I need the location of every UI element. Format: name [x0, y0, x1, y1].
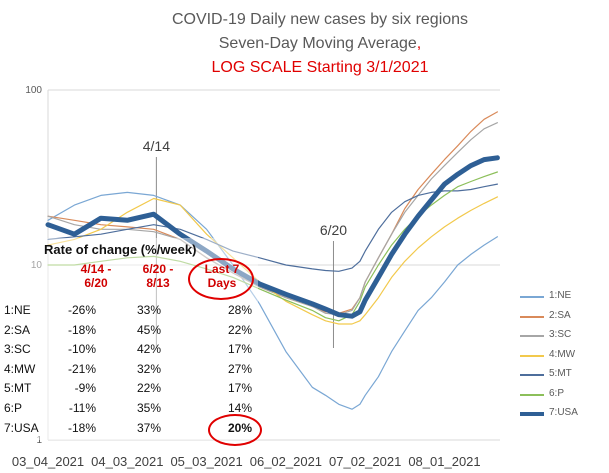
x-tick-label-3: 06_02_2021	[250, 454, 322, 469]
series-line-sa	[47, 111, 498, 314]
legend-item-p: 6:P	[520, 388, 608, 408]
rate-col-head-2: 6/20 - 8/13	[128, 262, 188, 290]
rate-cell-c2: 35%	[136, 401, 161, 415]
series-line-usa	[45, 155, 500, 319]
rate-cell-c2: 22%	[136, 381, 161, 396]
legend-item-mw: 4:MW	[520, 349, 608, 369]
usa-last-7-days-highlight-ring	[208, 414, 262, 446]
rate-cell-c1: -21%	[67, 361, 96, 376]
annotation-layer: 4/14 6/20	[143, 138, 348, 238]
legend-swatch-mt	[520, 374, 544, 376]
chart-title-line-2-suffix: ,	[416, 35, 422, 52]
rate-cell-c3: 14%	[227, 401, 252, 415]
rate-cell-c2: 33%	[136, 303, 161, 317]
y-tick-label-1: 1	[36, 435, 42, 446]
legend: 1:NE 2:SA 3:SC 4:MW 5:MT 6:P 7:USA	[520, 290, 608, 427]
annotation-label-0: 4/14	[143, 138, 170, 154]
y-tick-label-10: 10	[31, 260, 43, 271]
rate-row-label: 2:SA	[4, 322, 31, 337]
last-7-days-highlight-ring	[188, 258, 254, 300]
legend-swatch-usa	[520, 412, 544, 416]
rate-cell-c2: 32%	[136, 361, 161, 376]
x-tick-label-4: 07_02_2021	[329, 454, 401, 469]
legend-swatch-sc	[520, 335, 544, 337]
rate-cell-c1: -11%	[68, 401, 96, 415]
rate-cell-c1: -18%	[67, 420, 96, 435]
x-tick-label-0: 03_04_2021	[12, 454, 84, 469]
legend-label-p: 6:P	[549, 387, 565, 399]
legend-item-sa: 2:SA	[520, 310, 608, 330]
x-tick-label-2: 05_03_2021	[170, 454, 242, 469]
x-axis-ticks: 03_04_2021 04_03_2021 05_03_2021 06_02_2021…	[12, 454, 481, 469]
rate-cell-c2: 45%	[136, 322, 161, 337]
legend-label-ne: 1:NE	[549, 290, 572, 301]
rate-cell-c3: 17%	[227, 342, 252, 357]
legend-label-sa: 2:SA	[549, 309, 571, 321]
rate-table-title: Rate of change (%/week)	[44, 242, 197, 257]
chart-title-line-1: COVID-19 Daily new cases by six regions	[171, 11, 469, 28]
series-layer	[45, 111, 500, 410]
chart-title-line-2: Seven-Day Moving Average,	[120, 35, 520, 53]
legend-label-usa: 7:USA	[549, 407, 578, 418]
x-tick-label-5: 08_01_2021	[408, 454, 480, 469]
legend-swatch-mw	[520, 354, 544, 357]
legend-item-mt: 5:MT	[520, 368, 608, 388]
legend-item-sc: 3:SC	[520, 329, 608, 349]
rate-col-head-1-line2: 6/20	[84, 276, 108, 290]
rate-cell-c1: -10%	[67, 342, 96, 357]
rate-row-label: 7:USA	[4, 420, 39, 435]
rate-cell-c1: -26%	[67, 303, 96, 317]
rate-cell-c2: 42%	[136, 342, 161, 357]
legend-label-mt: 5:MT	[549, 368, 572, 379]
legend-label-sc: 3:SC	[549, 329, 572, 340]
rate-col-head-2-line1: 6/20 -	[142, 262, 174, 276]
series-line-sc	[47, 122, 498, 316]
legend-item-usa: 7:USA	[520, 407, 608, 427]
annotation-label-1: 6/20	[320, 222, 347, 238]
rate-cell-c1: -18%	[67, 322, 96, 337]
legend-item-ne: 1:NE	[520, 290, 608, 310]
legend-swatch-p	[520, 393, 544, 396]
x-tick-label-1: 04_03_2021	[91, 454, 163, 469]
rate-row-label: 3:SC	[4, 342, 31, 357]
rate-cell-c3: 22%	[227, 322, 252, 337]
legend-swatch-ne	[520, 296, 544, 298]
rate-row-label: 6:P	[4, 401, 23, 415]
rate-cell-c2: 37%	[136, 420, 161, 435]
rate-col-head-2-line2: 8/13	[146, 276, 170, 290]
y-tick-label-100: 100	[25, 85, 42, 96]
rate-col-head-1: 4/14 - 6/20	[66, 262, 126, 290]
rate-row-label: 4:MW	[4, 361, 36, 376]
series-line-mw	[47, 196, 498, 325]
rate-cell-c1: -9%	[74, 381, 96, 396]
series-line-mt	[47, 183, 498, 272]
rate-cell-c3: 27%	[227, 361, 252, 376]
rate-col-head-1-line1: 4/14 -	[80, 262, 112, 276]
chart-title-line-3: LOG SCALE Starting 3/1/2021	[211, 59, 429, 76]
y-axis-ticks: 100 10 1	[25, 85, 42, 446]
rate-row-label: 5:MT	[4, 381, 32, 396]
rate-cell-c3: 17%	[227, 381, 252, 396]
chart-title-line-2-text: Seven-Day Moving Average	[218, 35, 417, 52]
legend-label-mw: 4:MW	[549, 348, 576, 360]
rate-cell-c3: 28%	[227, 303, 252, 317]
rate-row-label: 1:NE	[4, 303, 31, 317]
series-line-ne	[47, 191, 498, 410]
legend-swatch-sa	[520, 315, 544, 318]
